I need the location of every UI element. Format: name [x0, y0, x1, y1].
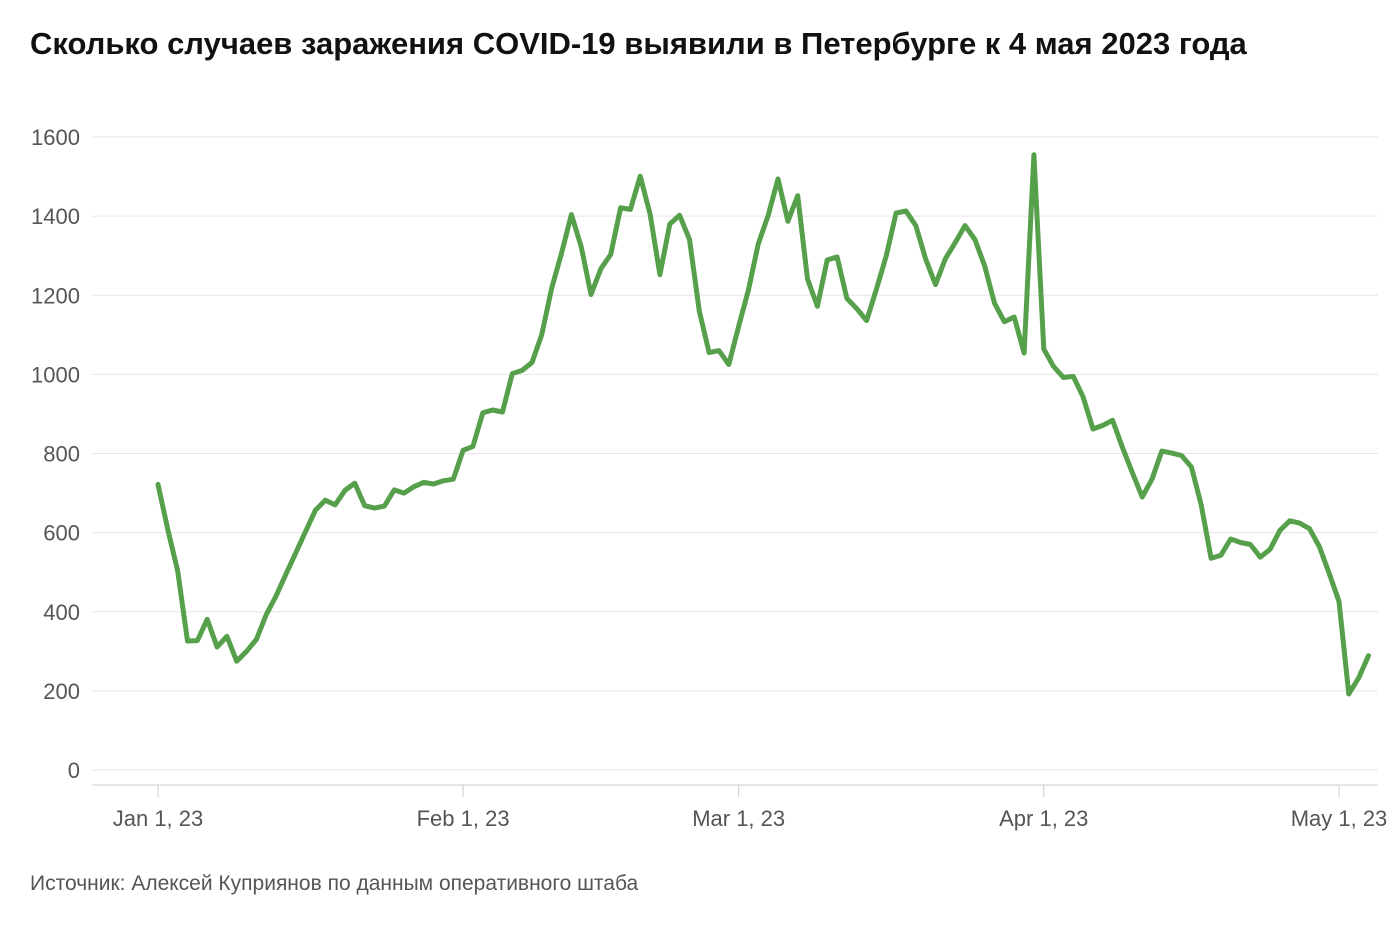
x-tick-label: Mar 1, 23	[692, 806, 785, 831]
x-tick-label: Apr 1, 23	[999, 806, 1088, 831]
x-tick-label: May 1, 23	[1291, 806, 1388, 831]
source-note: Источник: Алексей Куприянов по данным оп…	[30, 872, 639, 895]
x-axis-labels: Jan 1, 23 Feb 1, 23 Mar 1, 23 Apr 1, 23 May …	[113, 785, 1388, 831]
y-tick-label: 1600	[31, 125, 80, 150]
gridlines	[92, 136, 1378, 771]
y-tick-label: 400	[43, 600, 80, 625]
y-axis: 0 200 400 600 800 1000 1200 1400 1600	[31, 125, 80, 783]
chart-title: Сколько случаев заражения COVID-19 выяви…	[30, 26, 1247, 61]
y-tick-label: 600	[43, 521, 80, 546]
y-tick-label: 800	[43, 442, 80, 467]
series-line	[155, 152, 1371, 697]
series-layer	[155, 152, 1371, 697]
y-tick-label: 1200	[31, 283, 80, 308]
x-tick-label: Jan 1, 23	[113, 806, 204, 831]
y-tick-label: 1000	[31, 362, 80, 387]
y-tick-label: 0	[68, 758, 80, 783]
y-tick-label: 1400	[31, 204, 80, 229]
x-tick-label: Feb 1, 23	[417, 806, 510, 831]
y-tick-label: 200	[43, 679, 80, 704]
